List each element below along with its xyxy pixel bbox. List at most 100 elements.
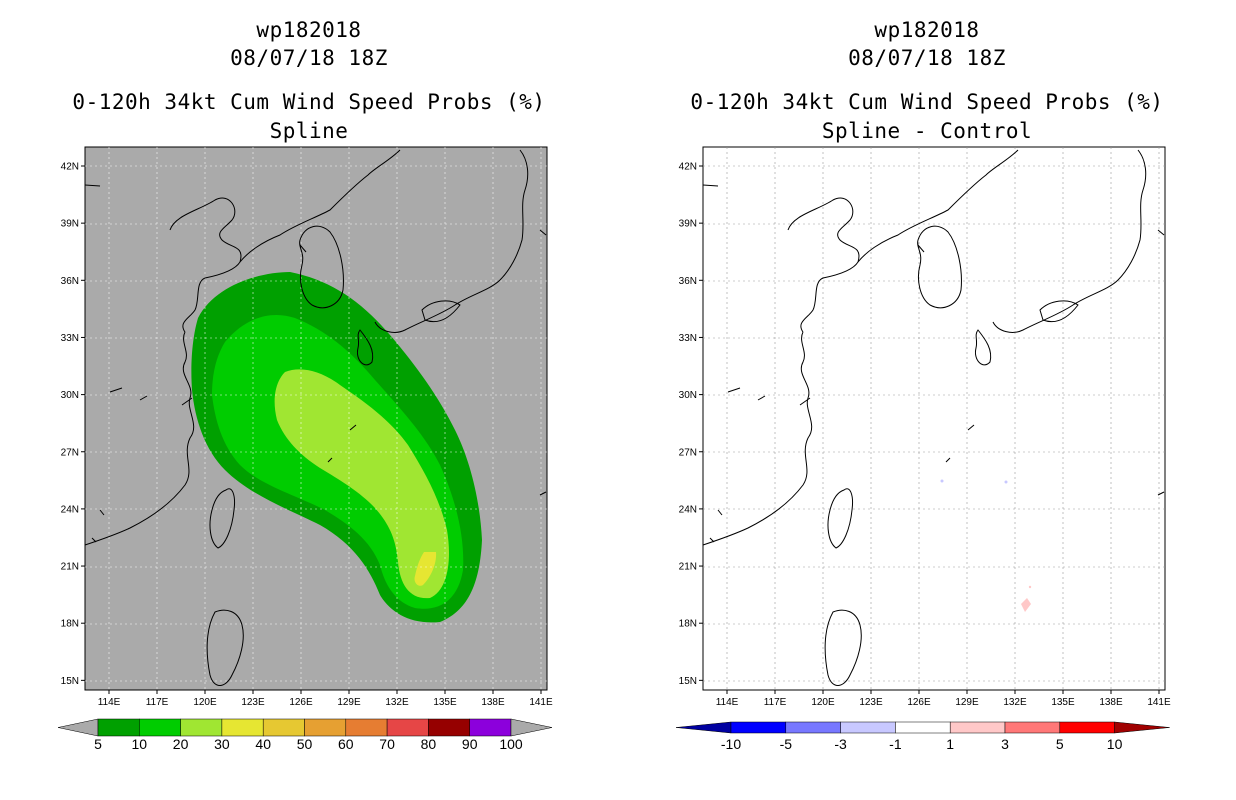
y-tick-label: 30N — [679, 390, 697, 401]
diff-positive-patch — [1021, 598, 1031, 612]
colorbar-label: -3 — [834, 736, 847, 752]
colorbar-label: 10 — [1107, 736, 1123, 752]
colorbar-high-arrow — [1114, 721, 1170, 734]
right-map: 114E 117E 120E 123E 126E 129E 132E 135E 138E 141E… — [675, 146, 1171, 752]
colorbar-label: 90 — [462, 736, 478, 752]
colorbar-label: 3 — [1001, 736, 1009, 752]
y-tick-label: 36N — [679, 276, 697, 287]
y-tick-label: 27N — [679, 447, 697, 458]
colorbar-label: 100 — [499, 736, 523, 752]
x-tick-label: 132E — [1003, 697, 1027, 708]
method-title: Spline — [269, 119, 349, 143]
grid — [85, 147, 547, 690]
colorbar-swatch — [139, 718, 181, 737]
y-tick-label: 15N — [61, 676, 79, 687]
x-tick-label: 135E — [1051, 697, 1075, 708]
colorbar-label: 10 — [132, 736, 148, 752]
storm-id: wp182018 — [256, 18, 362, 42]
colorbar-label: -1 — [889, 736, 902, 752]
colorbar-label: 60 — [338, 736, 354, 752]
x-tick-label: 117E — [764, 697, 787, 708]
y-tick-label: 36N — [61, 276, 79, 287]
colorbar-label: 70 — [379, 736, 395, 752]
colorbar-label: -5 — [780, 736, 793, 752]
colorbar-swatch — [949, 721, 1006, 734]
colorbar-swatch — [840, 721, 896, 734]
colorbar-label: 1 — [946, 736, 954, 752]
x-tick-label: 141E — [529, 697, 553, 708]
x-tick-label: 138E — [1099, 697, 1123, 708]
storm-id: wp182018 — [874, 18, 980, 42]
x-tick-label: 120E — [811, 697, 835, 708]
x-tick-label: 123E — [859, 697, 883, 708]
colorbar-low-arrow — [675, 721, 732, 734]
y-tick-label: 39N — [679, 219, 697, 230]
x-tick-label: 114E — [716, 697, 739, 708]
forecast-time: 08/07/18 18Z — [848, 46, 1006, 70]
colorbar-swatch — [180, 718, 223, 737]
y-tick-label: 33N — [61, 333, 79, 344]
diff-positive-dot — [1028, 585, 1032, 589]
x-tick-label: 129E — [955, 697, 979, 708]
x-tick-label: 126E — [289, 697, 313, 708]
y-tick-label: 42N — [61, 162, 79, 173]
x-axis-labels: 114E 117E 120E 123E 126E 129E 132E 135E 138E 141E — [98, 690, 553, 708]
x-tick-label: 123E — [241, 697, 265, 708]
colorbar-swatch — [345, 718, 388, 737]
colorbar-label: 20 — [173, 736, 189, 752]
y-tick-label: 15N — [679, 676, 697, 687]
y-axis-labels: 42N 39N 36N 33N 30N 27N 24N 21N 18N 15N — [61, 162, 85, 687]
colorbar-swatch — [1059, 721, 1115, 734]
x-tick-label: 129E — [337, 697, 361, 708]
y-tick-label: 33N — [679, 333, 697, 344]
grid — [703, 147, 1165, 690]
colorbar: -10 -5 -3 -1 1 3 5 10 — [675, 721, 1170, 752]
colorbar-label: 50 — [297, 736, 313, 752]
x-tick-label: 126E — [907, 697, 931, 708]
coastlines — [702, 149, 1165, 686]
colorbar-swatch — [469, 718, 512, 737]
difference-marks — [940, 479, 1032, 612]
colorbar-swatch — [785, 721, 841, 734]
method-title: Spline - Control — [821, 119, 1033, 143]
map-background — [702, 146, 1166, 691]
left-panel: wp182018 08/07/18 18Z 0-120h 34kt Cum Wi… — [57, 18, 553, 752]
colorbar-high-arrow — [510, 718, 553, 737]
diff-negative-dot — [1004, 480, 1008, 484]
left-map: 114E 117E 120E 123E 126E 129E 132E 135E 138E 141E… — [57, 146, 553, 752]
product-title: 0-120h 34kt Cum Wind Speed Probs (%) — [72, 90, 546, 114]
y-tick-label: 24N — [679, 504, 697, 515]
x-tick-label: 120E — [193, 697, 217, 708]
y-tick-label: 42N — [679, 162, 697, 173]
y-tick-label: 30N — [61, 390, 79, 401]
colorbar: 5 10 20 30 40 50 60 70 80 90 100 — [57, 718, 553, 752]
x-tick-label: 132E — [385, 697, 409, 708]
colorbar-swatch — [304, 718, 347, 737]
probability-contours — [191, 272, 482, 623]
y-tick-label: 18N — [61, 619, 79, 630]
colorbar-low-arrow — [57, 718, 99, 737]
y-tick-label: 39N — [61, 219, 79, 230]
x-tick-label: 114E — [98, 697, 121, 708]
y-tick-label: 24N — [61, 504, 79, 515]
colorbar-label: 30 — [214, 736, 230, 752]
colorbar-label: 5 — [1056, 736, 1064, 752]
x-tick-label: 141E — [1147, 697, 1171, 708]
x-tick-label: 135E — [433, 697, 457, 708]
colorbar-swatch — [386, 718, 429, 737]
colorbar-label: -10 — [721, 736, 741, 752]
prob-30-region — [414, 552, 437, 586]
y-axis-labels: 42N 39N 36N 33N 30N 27N 24N 21N 18N 15N — [679, 162, 703, 687]
colorbar-label: 80 — [421, 736, 437, 752]
colorbar-swatch — [730, 721, 787, 734]
colorbar-label: 5 — [94, 736, 102, 752]
colorbar-swatch — [428, 718, 470, 737]
x-tick-label: 117E — [146, 697, 169, 708]
y-tick-label: 21N — [61, 562, 79, 573]
colorbar-swatch — [262, 718, 305, 737]
coastlines — [84, 149, 547, 686]
x-axis-labels: 114E 117E 120E 123E 126E 129E 132E 135E 138E 141E — [716, 690, 1171, 708]
y-tick-label: 18N — [679, 619, 697, 630]
prob-20-region — [274, 369, 449, 599]
colorbar-swatch — [97, 718, 140, 737]
